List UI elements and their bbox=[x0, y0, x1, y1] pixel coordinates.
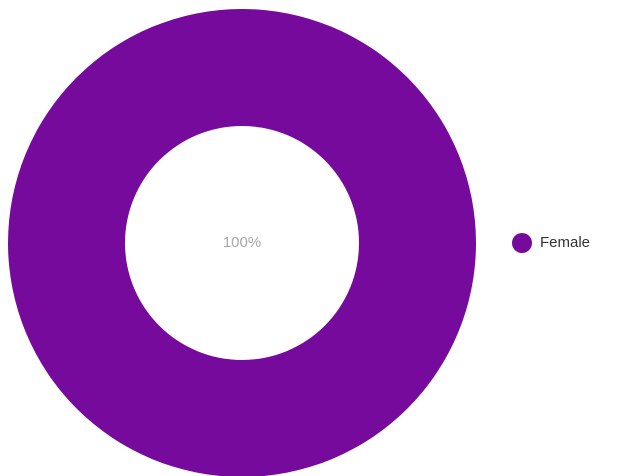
legend-swatch bbox=[512, 233, 532, 253]
center-label: 100% bbox=[223, 234, 261, 251]
donut-slice bbox=[8, 9, 476, 476]
legend-label: Female bbox=[540, 234, 590, 251]
